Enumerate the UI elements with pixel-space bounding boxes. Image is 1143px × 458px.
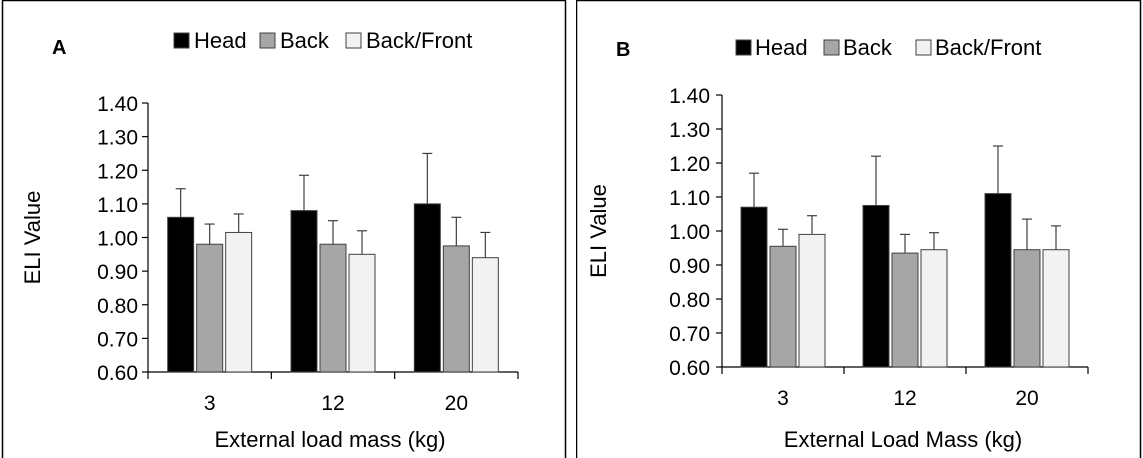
legend-item: Back — [259, 28, 330, 53]
y-tick-label: 1.30 — [669, 119, 710, 142]
bar — [413, 203, 441, 373]
x-axis-title: External Load Mass (kg) — [784, 427, 1022, 452]
bar — [348, 253, 376, 373]
legend-label: Head — [755, 35, 808, 60]
bar — [740, 206, 768, 368]
y-tick-label: 0.60 — [669, 357, 710, 380]
legend-item: Back — [823, 35, 893, 60]
legend-label: Back — [843, 35, 893, 60]
bar — [196, 243, 224, 373]
legend-item: Back/Front — [345, 28, 472, 53]
bar — [1013, 249, 1041, 368]
legend-swatch — [345, 32, 362, 49]
legend-swatch — [735, 39, 752, 56]
bar — [290, 210, 318, 373]
chart-panel-b: B Head Back Back/Front 0.60 0.70 0.80 0.90 1.00 1… — [576, 0, 1143, 458]
y-tick-label: 1.10 — [97, 194, 138, 217]
bar — [984, 193, 1012, 368]
legend-label: Back — [280, 28, 330, 53]
y-tick-label: 0.90 — [97, 261, 138, 284]
legend-label: Back/Front — [935, 35, 1041, 60]
bar — [1042, 249, 1070, 368]
y-tick-label: 0.70 — [669, 323, 710, 346]
legend-swatch — [823, 39, 840, 56]
panel-label: B — [616, 39, 630, 61]
y-tick-label: 0.80 — [97, 295, 138, 318]
y-tick-label: 1.30 — [97, 127, 138, 150]
y-tick-label: 1.20 — [97, 160, 138, 183]
chart-panel-a: A Head Back Back/Front 0.60 0.70 0.80 0.90 1.00 1… — [0, 0, 568, 458]
legend-swatch — [173, 32, 190, 49]
bar — [225, 231, 253, 373]
bar — [442, 245, 470, 373]
chart-a-svg: A Head Back Back/Front 0.60 0.70 0.80 0.90 1.00 1… — [1, 0, 567, 458]
bar — [319, 243, 347, 373]
legend-swatch — [259, 32, 276, 49]
x-tick-label: 12 — [893, 387, 916, 410]
y-tick-label: 1.00 — [669, 221, 710, 244]
legend-label: Back/Front — [366, 28, 472, 53]
legend-swatch — [915, 39, 932, 56]
legend-item: Back/Front — [915, 35, 1041, 60]
y-axis-title: ELI Value — [20, 191, 45, 285]
x-axis-title: External load mass (kg) — [214, 427, 445, 452]
y-tick-label: 1.10 — [669, 187, 710, 210]
x-tick-label: 12 — [321, 392, 344, 415]
bar — [769, 245, 797, 368]
x-tick-label: 20 — [445, 392, 468, 415]
bar — [862, 205, 890, 368]
y-tick-label: 1.40 — [97, 93, 138, 116]
x-tick-label: 3 — [777, 387, 789, 410]
chart-b-svg: B Head Back Back/Front 0.60 0.70 0.80 0.90 1.00 1… — [576, 0, 1142, 458]
y-tick-label: 0.70 — [97, 328, 138, 351]
bar — [891, 252, 919, 368]
bar — [471, 257, 499, 373]
panel-frame — [576, 0, 1142, 458]
y-tick-label: 0.80 — [669, 289, 710, 312]
bar — [167, 216, 195, 373]
x-tick-label: 3 — [204, 392, 216, 415]
bar — [798, 233, 826, 368]
panel-label: A — [52, 37, 66, 59]
y-axis-title: ELI Value — [586, 184, 611, 278]
legend-label: Head — [194, 28, 247, 53]
y-tick-label: 1.20 — [669, 153, 710, 176]
y-tick-label: 0.90 — [669, 255, 710, 278]
y-tick-label: 1.00 — [97, 228, 138, 251]
legend-item: Head — [735, 35, 808, 60]
y-tick-label: 0.60 — [97, 362, 138, 385]
x-tick-label: 20 — [1015, 387, 1038, 410]
panel-frame — [1, 0, 567, 458]
y-tick-label: 1.40 — [669, 85, 710, 108]
legend-item: Head — [173, 28, 247, 53]
bar — [920, 249, 948, 368]
